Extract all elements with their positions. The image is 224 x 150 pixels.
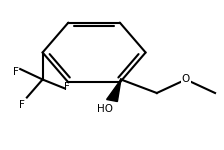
Text: F: F: [64, 82, 70, 92]
Text: F: F: [19, 100, 25, 110]
Text: O: O: [182, 75, 190, 84]
Polygon shape: [107, 80, 121, 102]
Text: F: F: [13, 67, 19, 77]
Text: HO: HO: [97, 105, 113, 114]
